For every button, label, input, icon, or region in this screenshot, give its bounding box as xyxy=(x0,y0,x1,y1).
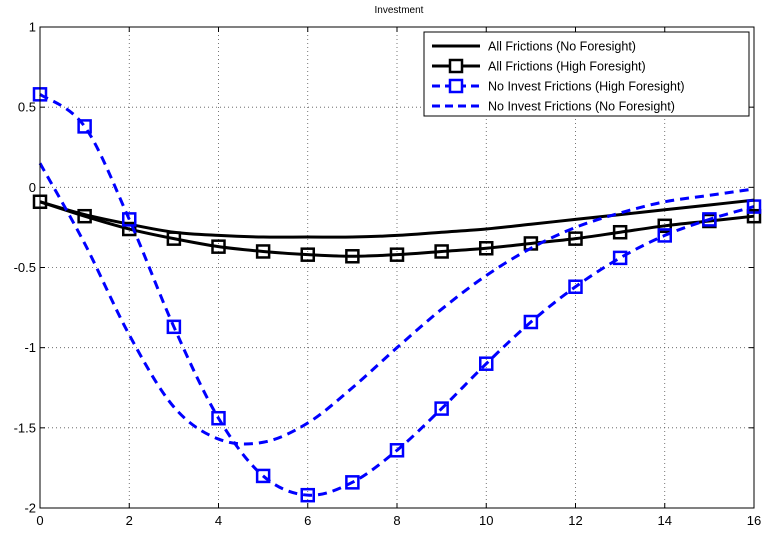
y-tick-label: -0.5 xyxy=(14,260,36,275)
x-tick-label: 16 xyxy=(747,513,761,528)
y-tick-label: -1.5 xyxy=(14,420,36,435)
data-point-marker xyxy=(389,247,405,262)
y-tick-label: 0.5 xyxy=(18,100,36,115)
data-point-marker xyxy=(523,314,539,330)
data-point-marker xyxy=(568,231,583,246)
data-point-marker xyxy=(657,228,672,243)
data-point-marker xyxy=(166,231,182,246)
legend-marker-sample xyxy=(448,58,464,74)
data-point-marker xyxy=(612,224,628,240)
x-tick-label: 4 xyxy=(215,513,222,528)
legend-entry-label: No Invest Frictions (No Foresight) xyxy=(488,100,675,114)
series-all-frictions-no-foresight xyxy=(39,198,755,239)
legend-entry-label: All Frictions (High Foresight) xyxy=(488,60,646,74)
series-line xyxy=(38,162,755,446)
data-point-marker xyxy=(211,239,226,254)
series-layer xyxy=(32,87,762,503)
legend-entry-label: No Invest Frictions (High Foresight) xyxy=(488,80,685,94)
data-point-marker xyxy=(255,244,271,259)
x-tick-label: 14 xyxy=(658,513,672,528)
x-tick-label: 8 xyxy=(393,513,400,528)
data-point-marker xyxy=(300,247,315,262)
data-point-marker xyxy=(345,249,360,264)
data-point-marker xyxy=(77,208,92,224)
y-tick-label: -2 xyxy=(24,501,36,516)
data-point-marker xyxy=(568,279,583,294)
x-tick-label: 6 xyxy=(304,513,311,528)
data-point-marker xyxy=(211,410,226,426)
data-point-marker xyxy=(434,401,449,416)
x-tick-label: 10 xyxy=(479,513,493,528)
legend-entry-label: All Frictions (No Foresight) xyxy=(488,40,636,54)
legend-marker-sample xyxy=(448,78,464,94)
data-point-marker xyxy=(434,244,449,259)
data-point-marker xyxy=(300,487,315,503)
data-point-marker xyxy=(122,221,137,237)
data-point-marker xyxy=(166,319,182,335)
data-point-marker xyxy=(122,212,137,227)
data-point-marker xyxy=(389,443,405,458)
legend: All Frictions (No Foresight) All Friction… xyxy=(423,31,750,117)
data-point-marker xyxy=(479,241,494,256)
x-tick-label: 0 xyxy=(36,513,43,528)
y-tick-label: 1 xyxy=(29,20,36,35)
series-line xyxy=(39,200,755,258)
series-no-invest-frictions-no-foresight xyxy=(38,162,755,446)
data-point-marker xyxy=(77,119,92,134)
data-point-marker xyxy=(479,356,494,371)
data-point-marker xyxy=(657,218,672,234)
data-point-marker xyxy=(702,212,717,227)
x-tick-label: 12 xyxy=(568,513,582,528)
data-point-marker xyxy=(255,468,271,484)
series-line xyxy=(39,198,755,239)
y-tick-label: -1 xyxy=(24,340,36,355)
series-line xyxy=(39,93,755,497)
grid-lines xyxy=(40,27,754,508)
axis-ticks: 0 2 4 6 8 10 12 14 16 -2 -1.5 -1 -0.5 0 0.5 1 xyxy=(14,20,762,529)
series-all-frictions-high-foresight xyxy=(32,194,762,264)
chart-title: Investment xyxy=(375,5,424,16)
y-tick-label: 0 xyxy=(29,180,36,195)
data-point-marker xyxy=(345,475,360,490)
data-point-marker xyxy=(612,250,628,266)
x-tick-label: 2 xyxy=(126,513,133,528)
